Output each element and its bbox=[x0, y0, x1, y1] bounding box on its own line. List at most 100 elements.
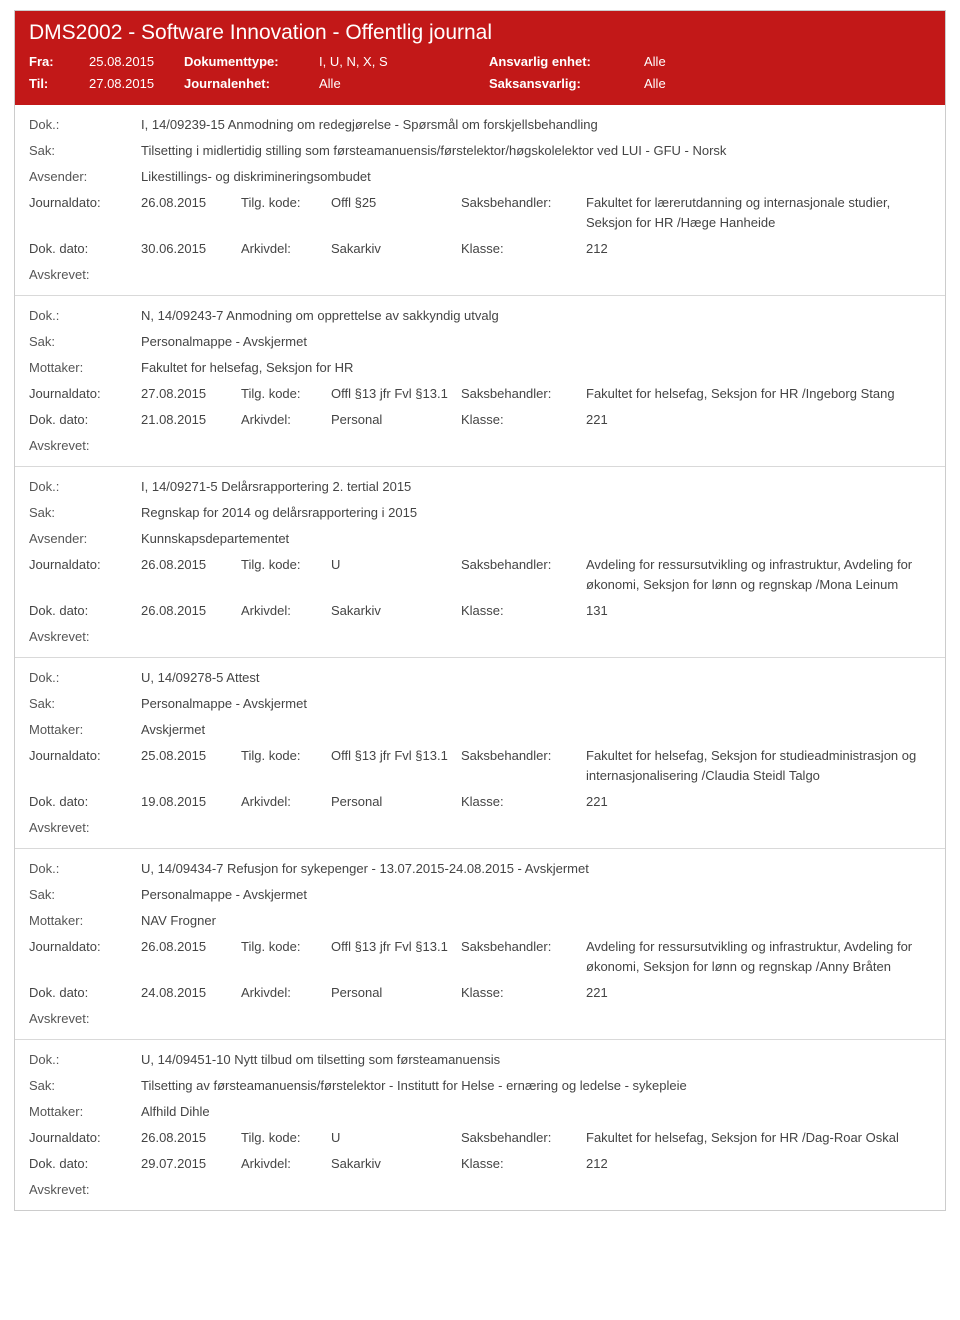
arkivdel-label: Arkivdel: bbox=[241, 410, 331, 430]
sak-value: Personalmappe - Avskjermet bbox=[141, 694, 307, 714]
tilgkode-value: U bbox=[331, 1128, 461, 1148]
dokdato-value: 24.08.2015 bbox=[141, 983, 241, 1003]
dokdato-value: 29.07.2015 bbox=[141, 1154, 241, 1174]
avskrevet-label: Avskrevet: bbox=[29, 627, 141, 647]
header-row-1: Fra: 25.08.2015 Dokumenttype: I, U, N, X… bbox=[29, 51, 931, 73]
journalenhet-value: Alle bbox=[319, 73, 489, 95]
tilgkode-label: Tilg. kode: bbox=[241, 937, 331, 957]
sak-label: Sak: bbox=[29, 332, 141, 352]
dok-value: U, 14/09278-5 Attest bbox=[141, 668, 260, 688]
saksbehandler-value: Avdeling for ressursutvikling og infrast… bbox=[586, 555, 931, 595]
party-label: Mottaker: bbox=[29, 911, 141, 931]
journal-entry: Dok.: I, 14/09239-15 Anmodning om redegj… bbox=[15, 105, 945, 295]
dok-value: N, 14/09243-7 Anmodning om opprettelse a… bbox=[141, 306, 499, 326]
dok-label: Dok.: bbox=[29, 115, 141, 135]
klasse-label: Klasse: bbox=[461, 792, 586, 812]
party-value: NAV Frogner bbox=[141, 911, 216, 931]
party-label: Mottaker: bbox=[29, 720, 141, 740]
report-title: DMS2002 - Software Innovation - Offentli… bbox=[29, 21, 931, 45]
page-container: DMS2002 - Software Innovation - Offentli… bbox=[14, 10, 946, 1211]
sak-label: Sak: bbox=[29, 885, 141, 905]
dokdato-value: 30.06.2015 bbox=[141, 239, 241, 259]
tilgkode-label: Tilg. kode: bbox=[241, 1128, 331, 1148]
klasse-value: 212 bbox=[586, 1154, 931, 1174]
journaldato-value: 26.08.2015 bbox=[141, 937, 241, 957]
klasse-value: 131 bbox=[586, 601, 931, 621]
avskrevet-label: Avskrevet: bbox=[29, 436, 141, 456]
til-label: Til: bbox=[29, 73, 89, 95]
sak-label: Sak: bbox=[29, 503, 141, 523]
dokdato-label: Dok. dato: bbox=[29, 792, 141, 812]
klasse-label: Klasse: bbox=[461, 1154, 586, 1174]
journal-entry: Dok.: U, 14/09451-10 Nytt tilbud om tils… bbox=[15, 1039, 945, 1210]
dok-label: Dok.: bbox=[29, 668, 141, 688]
klasse-label: Klasse: bbox=[461, 410, 586, 430]
arkivdel-value: Personal bbox=[331, 410, 461, 430]
entries-list: Dok.: I, 14/09239-15 Anmodning om redegj… bbox=[15, 105, 945, 1210]
ansvarlig-enhet-label: Ansvarlig enhet: bbox=[489, 51, 644, 73]
saksbehandler-value: Avdeling for ressursutvikling og infrast… bbox=[586, 937, 931, 977]
arkivdel-label: Arkivdel: bbox=[241, 983, 331, 1003]
journaldato-value: 26.08.2015 bbox=[141, 193, 241, 213]
party-label: Avsender: bbox=[29, 167, 141, 187]
arkivdel-label: Arkivdel: bbox=[241, 601, 331, 621]
sak-value: Personalmappe - Avskjermet bbox=[141, 885, 307, 905]
saksansvarlig-value: Alle bbox=[644, 73, 666, 95]
dokdato-label: Dok. dato: bbox=[29, 410, 141, 430]
arkivdel-label: Arkivdel: bbox=[241, 239, 331, 259]
klasse-label: Klasse: bbox=[461, 983, 586, 1003]
dokumenttype-value: I, U, N, X, S bbox=[319, 51, 489, 73]
dokdato-label: Dok. dato: bbox=[29, 983, 141, 1003]
dok-value: I, 14/09239-15 Anmodning om redegjørelse… bbox=[141, 115, 598, 135]
tilgkode-value: Offl §13 jfr Fvl §13.1 bbox=[331, 384, 461, 404]
til-value: 27.08.2015 bbox=[89, 73, 184, 95]
sak-value: Tilsetting i midlertidig stilling som fø… bbox=[141, 141, 726, 161]
dokdato-label: Dok. dato: bbox=[29, 1154, 141, 1174]
journaldato-label: Journaldato: bbox=[29, 1128, 141, 1148]
avskrevet-label: Avskrevet: bbox=[29, 1180, 141, 1200]
klasse-label: Klasse: bbox=[461, 239, 586, 259]
tilgkode-label: Tilg. kode: bbox=[241, 193, 331, 213]
ansvarlig-enhet-value: Alle bbox=[644, 51, 666, 73]
dok-value: U, 14/09451-10 Nytt tilbud om tilsetting… bbox=[141, 1050, 500, 1070]
arkivdel-value: Sakarkiv bbox=[331, 239, 461, 259]
journaldato-label: Journaldato: bbox=[29, 746, 141, 766]
dok-label: Dok.: bbox=[29, 306, 141, 326]
dok-label: Dok.: bbox=[29, 859, 141, 879]
fra-value: 25.08.2015 bbox=[89, 51, 184, 73]
header-row-2: Til: 27.08.2015 Journalenhet: Alle Saksa… bbox=[29, 73, 931, 95]
tilgkode-label: Tilg. kode: bbox=[241, 555, 331, 575]
saksansvarlig-label: Saksansvarlig: bbox=[489, 73, 644, 95]
saksbehandler-value: Fakultet for helsefag, Seksjon for studi… bbox=[586, 746, 931, 786]
journaldato-label: Journaldato: bbox=[29, 555, 141, 575]
dokdato-label: Dok. dato: bbox=[29, 601, 141, 621]
journaldato-value: 25.08.2015 bbox=[141, 746, 241, 766]
klasse-value: 221 bbox=[586, 983, 931, 1003]
dok-value: U, 14/09434-7 Refusjon for sykepenger - … bbox=[141, 859, 589, 879]
party-label: Mottaker: bbox=[29, 358, 141, 378]
journaldato-value: 27.08.2015 bbox=[141, 384, 241, 404]
saksbehandler-value: Fakultet for helsefag, Seksjon for HR /I… bbox=[586, 384, 931, 404]
sak-value: Regnskap for 2014 og delårsrapportering … bbox=[141, 503, 417, 523]
journal-entry: Dok.: N, 14/09243-7 Anmodning om opprett… bbox=[15, 295, 945, 466]
dokdato-value: 21.08.2015 bbox=[141, 410, 241, 430]
report-header: DMS2002 - Software Innovation - Offentli… bbox=[15, 11, 945, 105]
saksbehandler-label: Saksbehandler: bbox=[461, 193, 586, 213]
party-value: Alfhild Dihle bbox=[141, 1102, 210, 1122]
dok-value: I, 14/09271-5 Delårsrapportering 2. tert… bbox=[141, 477, 411, 497]
arkivdel-value: Sakarkiv bbox=[331, 601, 461, 621]
avskrevet-label: Avskrevet: bbox=[29, 265, 141, 285]
journaldato-label: Journaldato: bbox=[29, 937, 141, 957]
tilgkode-label: Tilg. kode: bbox=[241, 746, 331, 766]
arkivdel-label: Arkivdel: bbox=[241, 1154, 331, 1174]
klasse-value: 221 bbox=[586, 792, 931, 812]
party-value: Avskjermet bbox=[141, 720, 205, 740]
journal-entry: Dok.: I, 14/09271-5 Delårsrapportering 2… bbox=[15, 466, 945, 657]
saksbehandler-label: Saksbehandler: bbox=[461, 937, 586, 957]
dok-label: Dok.: bbox=[29, 1050, 141, 1070]
journaldato-value: 26.08.2015 bbox=[141, 1128, 241, 1148]
party-label: Avsender: bbox=[29, 529, 141, 549]
sak-label: Sak: bbox=[29, 141, 141, 161]
journaldato-label: Journaldato: bbox=[29, 193, 141, 213]
avskrevet-label: Avskrevet: bbox=[29, 1009, 141, 1029]
